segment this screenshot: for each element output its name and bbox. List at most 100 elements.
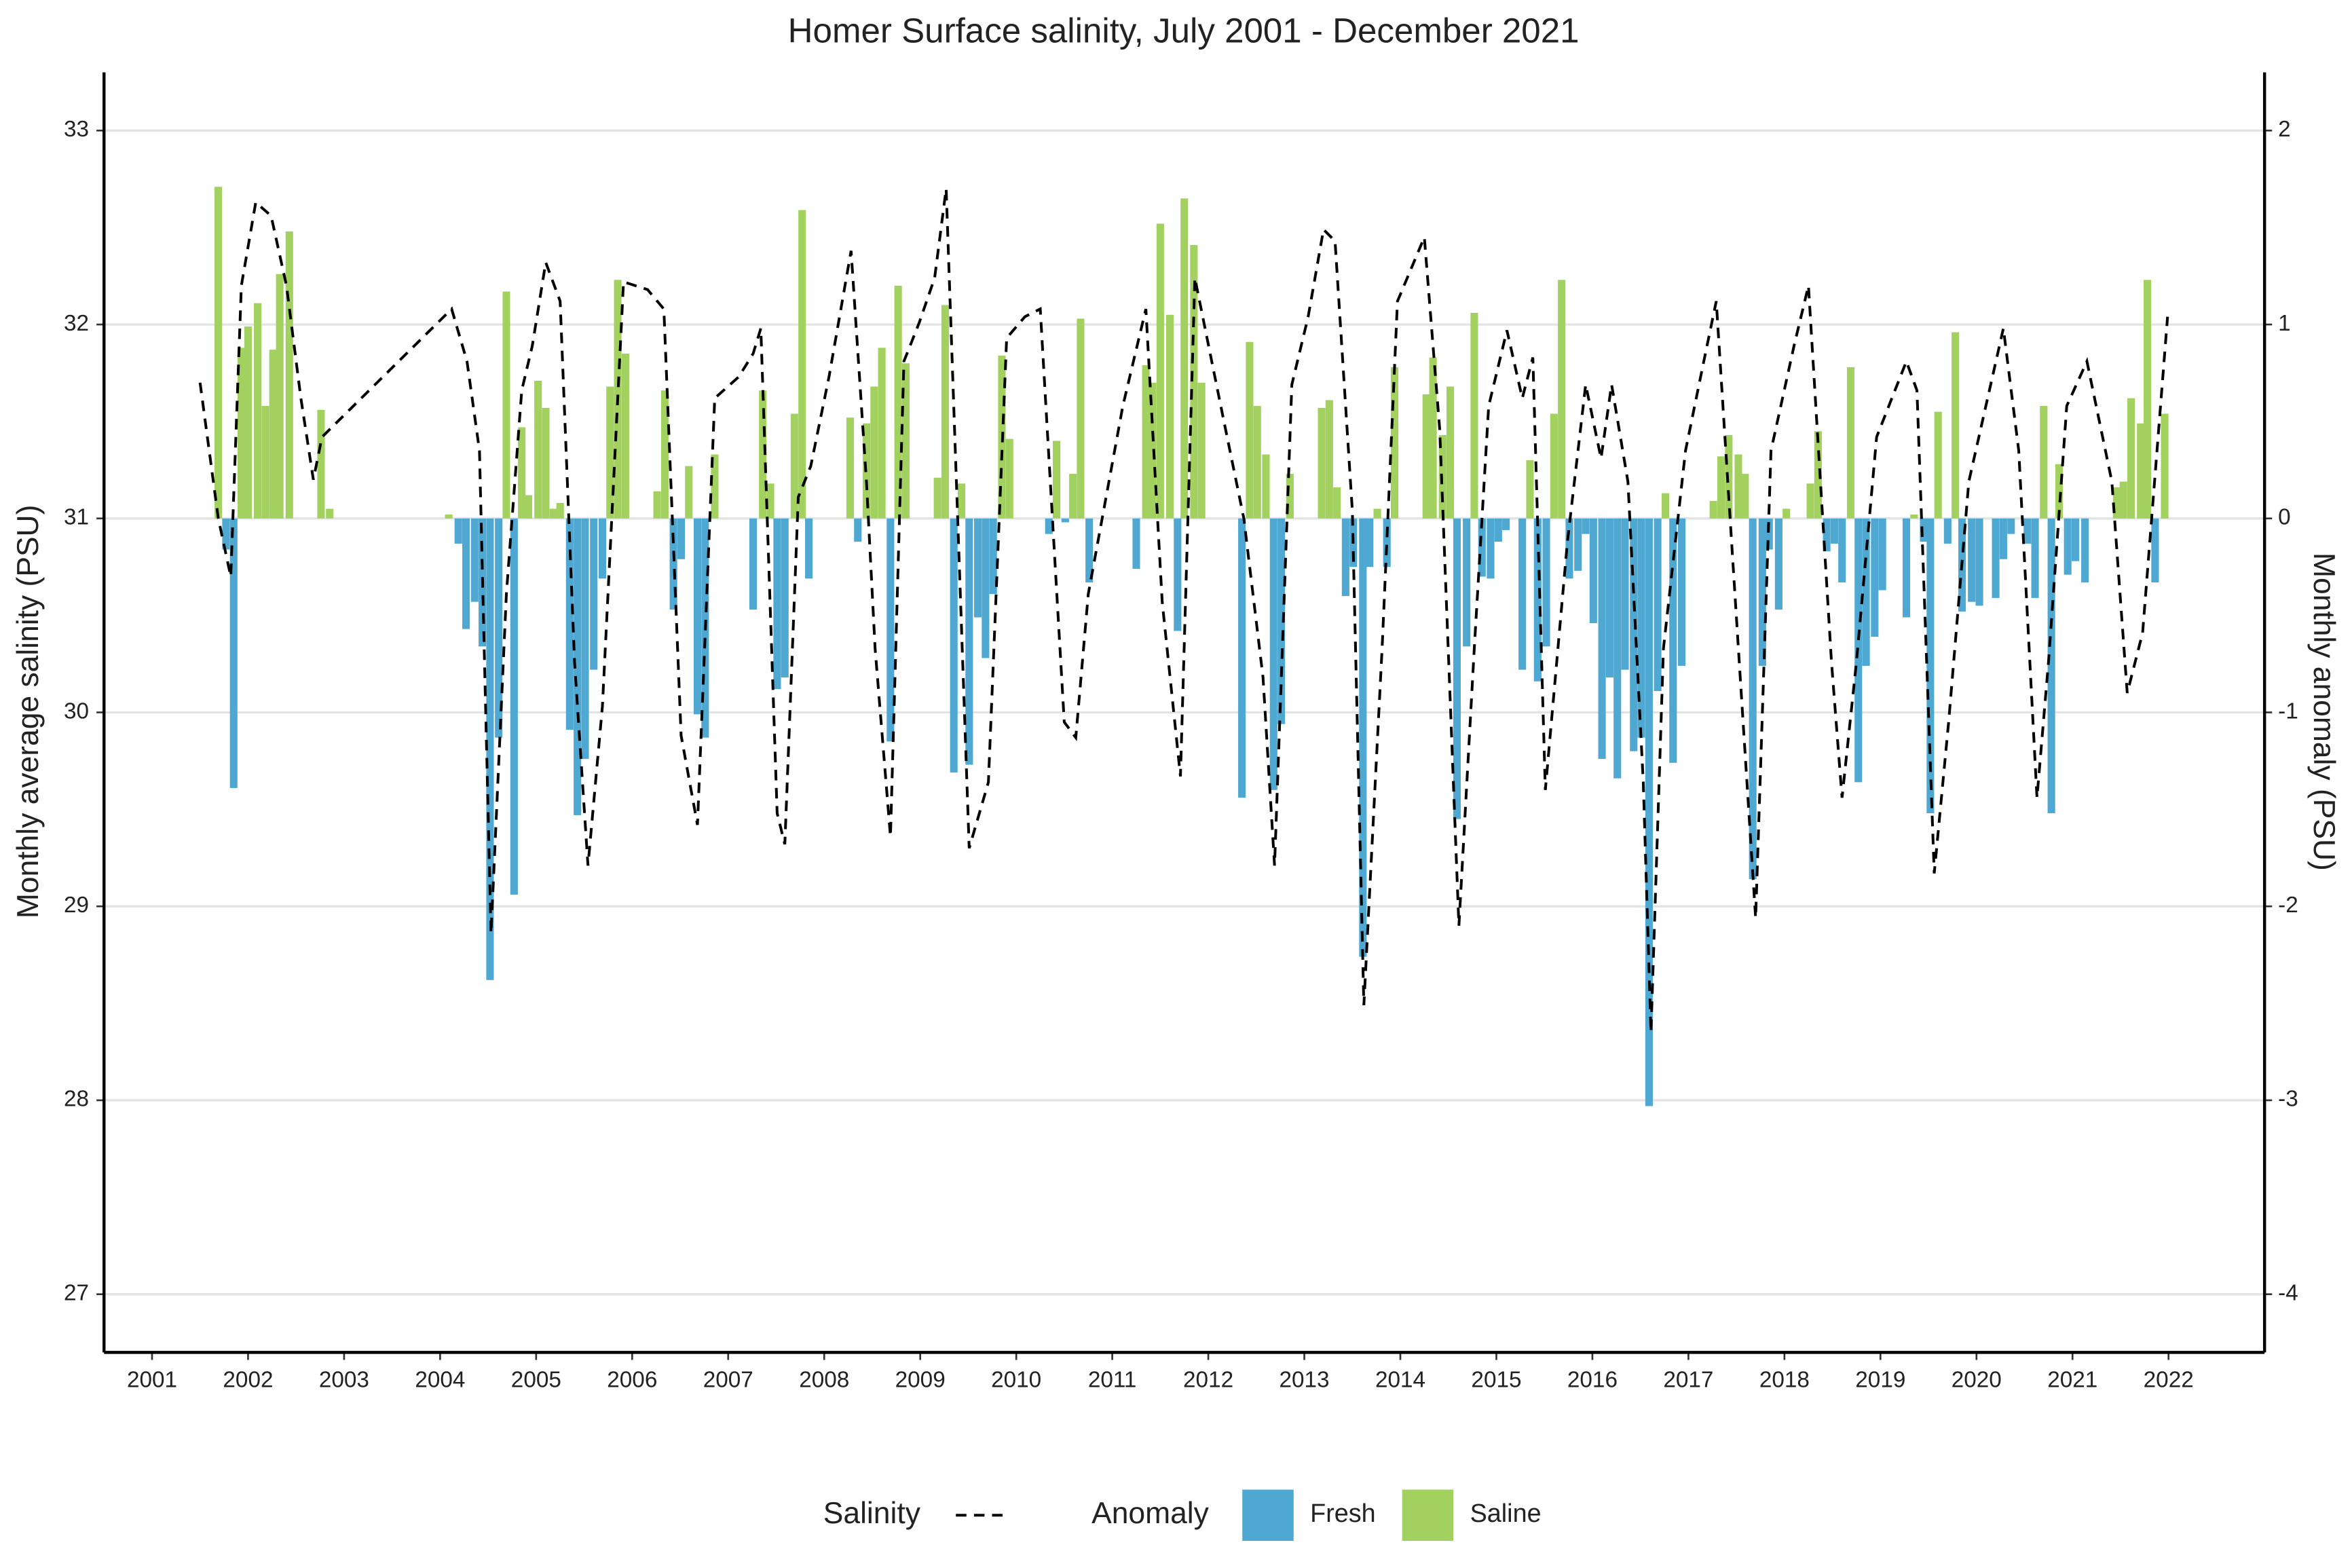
y2-tick-label: -2 xyxy=(2278,893,2298,918)
x-tick-label: 2021 xyxy=(2047,1367,2097,1392)
bar xyxy=(2151,518,2159,583)
bar xyxy=(285,231,293,519)
bar xyxy=(805,518,813,579)
bar xyxy=(1238,518,1246,798)
bar xyxy=(2081,518,2089,583)
bar xyxy=(2161,413,2169,519)
bar xyxy=(1582,518,1590,534)
y-axis-label: Monthly average salinity (PSU) xyxy=(12,505,45,919)
bar xyxy=(1734,454,1742,519)
x-tick-label: 2015 xyxy=(1471,1367,1521,1392)
bar xyxy=(1174,518,1182,631)
x-tick-label: 2005 xyxy=(511,1367,561,1392)
bar xyxy=(798,210,806,519)
bar xyxy=(950,518,958,773)
bar xyxy=(653,491,661,519)
bar xyxy=(1269,518,1277,790)
x-tick-label: 2001 xyxy=(127,1367,177,1392)
bar xyxy=(2137,423,2145,519)
bar xyxy=(1862,518,1870,666)
bar xyxy=(214,187,223,519)
x-tick-label: 2008 xyxy=(799,1367,849,1392)
bar xyxy=(989,518,997,595)
bar xyxy=(1589,518,1597,624)
bar xyxy=(878,348,886,519)
x-tick-label: 2006 xyxy=(607,1367,657,1392)
bar xyxy=(1518,518,1527,670)
bar xyxy=(1992,518,2000,598)
bar xyxy=(1422,394,1430,519)
bar xyxy=(244,326,253,519)
bar xyxy=(1180,198,1189,519)
y-tick-label: 27 xyxy=(64,1280,89,1305)
bar xyxy=(486,518,494,980)
bar xyxy=(1838,518,1846,583)
bar xyxy=(1920,518,1928,542)
bar xyxy=(1526,460,1534,519)
bar xyxy=(445,515,453,519)
bar xyxy=(470,518,479,602)
y-tick-label: 32 xyxy=(64,311,89,336)
salinity-line xyxy=(198,188,2169,1033)
bar xyxy=(574,518,582,815)
bar xyxy=(901,363,910,519)
bar xyxy=(598,518,607,579)
bar xyxy=(2040,406,2048,519)
bar xyxy=(1871,518,1879,637)
y2-tick-label: -1 xyxy=(2278,698,2298,724)
bar xyxy=(1446,386,1455,519)
bar xyxy=(1190,244,1198,519)
x-tick-label: 2003 xyxy=(319,1367,369,1392)
bar xyxy=(2047,518,2055,814)
bar xyxy=(1741,474,1749,519)
y-tick-label: 31 xyxy=(64,505,89,530)
bar xyxy=(1045,518,1053,534)
bar xyxy=(1709,501,1717,519)
bar xyxy=(846,417,854,519)
bar xyxy=(1383,518,1391,567)
bar xyxy=(1165,314,1174,519)
bar xyxy=(1550,413,1558,519)
bar xyxy=(1637,518,1645,738)
bar xyxy=(1717,456,1725,519)
bar xyxy=(621,353,629,519)
bar xyxy=(1359,518,1367,957)
bar xyxy=(1613,518,1622,779)
bar xyxy=(1774,518,1782,610)
bar xyxy=(590,518,598,670)
bar xyxy=(790,413,798,519)
bar xyxy=(1565,518,1573,579)
bar xyxy=(2127,398,2135,519)
bar xyxy=(1782,508,1791,519)
x-tick-label: 2004 xyxy=(415,1367,465,1392)
bar xyxy=(1132,518,1140,570)
y2-tick-label: -3 xyxy=(2278,1087,2298,1112)
bar xyxy=(1286,474,1294,519)
x-tick-label: 2007 xyxy=(703,1367,753,1392)
bar xyxy=(974,518,982,618)
bar xyxy=(773,518,781,690)
bar xyxy=(510,518,518,895)
bar xyxy=(1943,518,1952,544)
bar xyxy=(276,274,284,519)
bar xyxy=(222,518,230,550)
bar xyxy=(1749,518,1757,880)
legend-label: Fresh xyxy=(1310,1499,1375,1527)
bar xyxy=(1487,518,1495,579)
bar xyxy=(542,407,550,519)
bar xyxy=(534,380,542,519)
bar xyxy=(1197,382,1206,519)
bar xyxy=(1053,441,1061,519)
bar xyxy=(229,518,238,788)
bar xyxy=(693,518,702,715)
bar xyxy=(1061,518,1069,523)
bar xyxy=(933,477,941,519)
bar xyxy=(1598,518,1606,760)
bar xyxy=(1085,518,1094,583)
bar xyxy=(1069,474,1077,519)
legend-label: Saline xyxy=(1470,1499,1542,1527)
y2-tick-label: 1 xyxy=(2278,311,2291,336)
bar xyxy=(1453,518,1461,819)
bar xyxy=(685,466,693,519)
bar xyxy=(1902,518,1911,618)
